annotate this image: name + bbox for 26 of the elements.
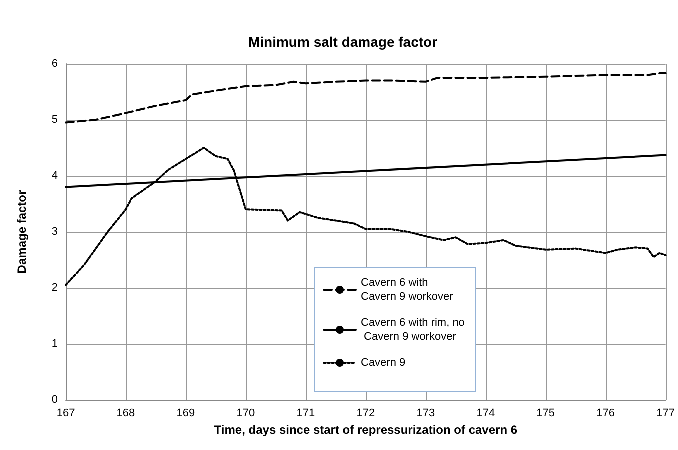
- x-tick-label: 168: [116, 408, 136, 420]
- y-tick-label: 5: [52, 114, 58, 126]
- y-tick-label: 6: [52, 58, 58, 70]
- line-series: [65, 147, 667, 286]
- y-tick-label: 4: [52, 170, 58, 182]
- x-tick-label: 170: [236, 408, 256, 420]
- x-tick-label: 167: [56, 408, 76, 420]
- legend-label: Cavern 6 with Cavern 9 workover: [361, 277, 454, 303]
- y-tick-label: 0: [52, 394, 58, 406]
- x-tick-label: 176: [596, 408, 616, 420]
- x-tick-label: 172: [356, 408, 376, 420]
- x-tick-label: 169: [176, 408, 196, 420]
- legend-label: Cavern 6 with rim, no Cavern 9 workover: [361, 317, 465, 343]
- line-series: [65, 72, 667, 124]
- y-tick-label: 2: [52, 282, 58, 294]
- y-tick-label: 3: [52, 226, 58, 238]
- x-tick-label: 177: [656, 408, 676, 420]
- y-tick-label: 1: [52, 338, 58, 350]
- x-tick-label: 171: [296, 408, 316, 420]
- x-tick-label: 173: [416, 408, 436, 420]
- x-axis-title: Time, days since start of repressurization of cavern 6: [214, 423, 518, 437]
- chart-title: Minimum salt damage factor: [248, 34, 438, 50]
- x-tick-label: 174: [476, 408, 496, 420]
- x-tick-label: 175: [536, 408, 556, 420]
- y-axis-title: Damage factor: [15, 190, 29, 274]
- legend-label: Cavern 9: [361, 357, 406, 369]
